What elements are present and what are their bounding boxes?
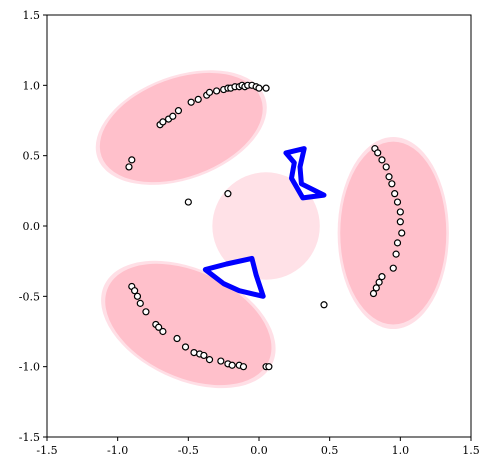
scatter-point	[194, 95, 202, 104]
x-tick-label: 0.5	[321, 444, 339, 457]
x-tick-label: -1.5	[36, 444, 57, 457]
scatter-point	[392, 250, 400, 258]
scatter-point	[228, 361, 236, 369]
scatter-point	[239, 363, 248, 371]
blue-shape	[283, 146, 327, 201]
scatter-point	[396, 208, 404, 216]
scatter-point	[205, 88, 214, 96]
scatter-point	[375, 278, 383, 286]
scatter-point	[374, 149, 382, 157]
scatter-point	[265, 363, 273, 371]
scatter-point	[262, 84, 270, 92]
y-tick-label: 1.0	[23, 79, 41, 92]
region-blob	[105, 263, 272, 386]
y-tick-label: 1.5	[23, 9, 41, 22]
scatter-point	[136, 299, 144, 307]
regions-layer	[95, 70, 449, 389]
x-tick-label: 1.0	[392, 444, 410, 457]
scatter-point	[187, 98, 195, 106]
scatter-point	[184, 198, 192, 206]
blue-shape	[202, 255, 266, 299]
y-axis-ticks: -1.5 -1.0 -0.5 0.0 0.5 1.0 1.5	[19, 9, 47, 444]
scatter-point	[169, 112, 177, 120]
blue-shapes-layer	[202, 146, 327, 299]
x-tick-label: 0.0	[250, 444, 268, 457]
scatter-point	[255, 84, 263, 92]
scatter-point	[213, 87, 221, 95]
scatter-point	[142, 308, 150, 316]
scatter-point	[385, 173, 393, 181]
center-overlap	[212, 172, 320, 280]
scatter-point	[320, 301, 328, 309]
scatter-point	[389, 264, 397, 272]
scatter-point	[217, 357, 225, 365]
scatter-point	[378, 273, 386, 281]
scatter-point	[174, 107, 183, 115]
scatter-point	[173, 334, 181, 343]
scatter-point	[128, 156, 136, 164]
points-layer	[125, 81, 406, 371]
scatter-point	[224, 190, 232, 198]
scatter-point	[159, 327, 167, 336]
scatter-point	[382, 163, 390, 171]
scatter-point	[159, 118, 167, 126]
scatter-point	[372, 284, 380, 292]
scatter-point	[388, 180, 396, 188]
scatter-point	[398, 229, 406, 237]
scatter-point	[396, 218, 404, 226]
scatter-point	[200, 351, 208, 360]
scatter-point	[181, 343, 190, 351]
region-blob	[340, 141, 447, 325]
scatter-point	[131, 287, 139, 295]
y-tick-label: -1.5	[19, 431, 40, 444]
y-tick-label: -0.5	[19, 290, 40, 303]
x-tick-label: -0.5	[178, 444, 199, 457]
scatter-point	[378, 156, 386, 164]
scatter-point	[190, 349, 198, 357]
x-axis-ticks: -1.5 -1.0 -0.5 0.0 0.5 1.0 1.5	[36, 437, 480, 457]
x-tick-label: 1.5	[462, 444, 480, 457]
scatter-point	[369, 289, 378, 298]
scatter-point	[393, 198, 402, 206]
region-blob	[99, 72, 263, 183]
scatter-point	[155, 323, 163, 331]
scatter-point	[125, 163, 133, 171]
scatter-point	[391, 190, 399, 198]
y-tick-label: 0.0	[23, 220, 41, 233]
y-tick-label: -1.0	[19, 361, 40, 374]
y-tick-label: 0.5	[23, 150, 41, 163]
x-tick-label: -1.0	[107, 444, 128, 457]
scatter-point	[133, 292, 142, 300]
scatter-point	[393, 239, 402, 247]
scatter-point	[205, 356, 214, 364]
